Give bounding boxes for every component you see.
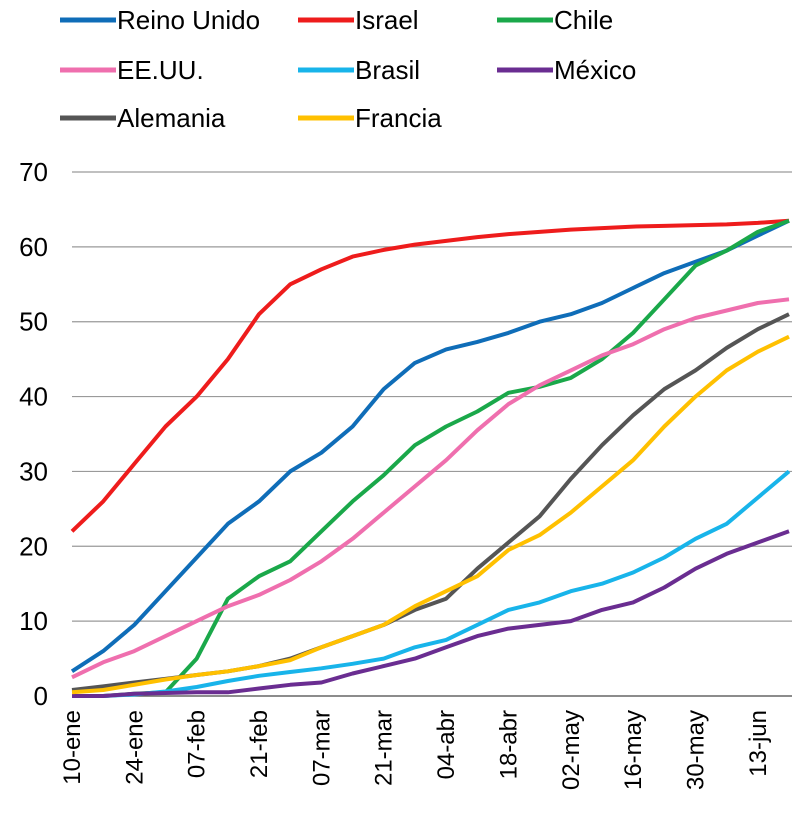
y-tick-label: 70 <box>19 157 48 187</box>
x-tick-label: 13-jun <box>745 710 772 777</box>
y-tick-label: 0 <box>34 681 48 711</box>
legend-label: EE.UU. <box>117 55 204 85</box>
y-tick-label: 20 <box>19 531 48 561</box>
series-line <box>71 312 790 692</box>
series-line <box>72 469 791 698</box>
x-tick-label: 07-mar <box>308 710 335 786</box>
legend-label: Israel <box>355 5 419 35</box>
x-tick-label: 18-abr <box>495 710 522 779</box>
series-line <box>71 334 790 695</box>
x-tick-label: 30-may <box>682 710 709 790</box>
x-tick-label: 07-feb <box>184 710 211 778</box>
legend-label: México <box>554 55 636 85</box>
x-tick-label: 02-may <box>558 710 585 790</box>
y-tick-label: 40 <box>19 382 48 412</box>
legend-label: Francia <box>355 103 442 133</box>
x-tick-label: 21-feb <box>246 710 273 778</box>
legend-label: Chile <box>554 5 613 35</box>
series-line <box>70 218 790 673</box>
x-tick-label: 10-ene <box>59 710 86 785</box>
x-tick-label: 04-abr <box>433 710 460 779</box>
series-line <box>70 218 790 533</box>
legend-label: Reino Unido <box>117 5 260 35</box>
y-tick-label: 50 <box>19 307 48 337</box>
y-tick-label: 60 <box>19 232 48 262</box>
x-tick-label: 21-mar <box>371 710 398 786</box>
series-line <box>72 529 790 698</box>
legend-label: Alemania <box>117 103 226 133</box>
series-line <box>72 218 790 698</box>
y-tick-label: 10 <box>19 606 48 636</box>
x-tick-label: 24-ene <box>121 710 148 785</box>
y-tick-label: 30 <box>19 456 48 486</box>
x-tick-label: 16-may <box>620 710 647 790</box>
series-line <box>71 297 790 680</box>
legend-label: Brasil <box>355 55 420 85</box>
